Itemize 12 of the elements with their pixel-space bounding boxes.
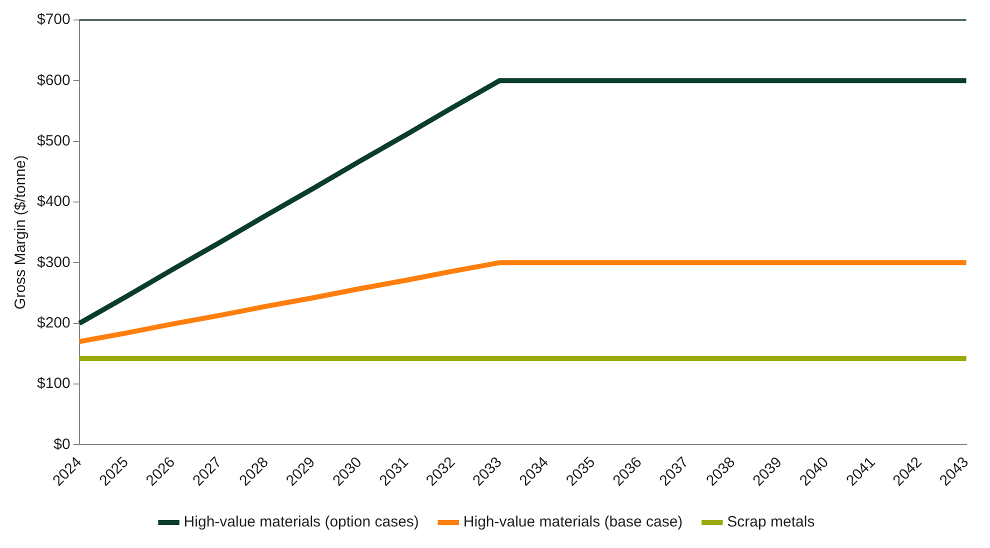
y-tick-label: $0 bbox=[54, 436, 70, 453]
legend-label: Scrap metals bbox=[727, 514, 815, 531]
legend-label: High-value materials (base case) bbox=[463, 514, 683, 531]
y-tick-label: $300 bbox=[36, 254, 70, 271]
legend-label: High-value materials (option cases) bbox=[184, 514, 419, 531]
y-tick-label: $700 bbox=[36, 11, 70, 28]
y-tick-label: $400 bbox=[36, 193, 70, 210]
y-tick-label: $200 bbox=[36, 314, 70, 332]
y-tick-label: $100 bbox=[36, 375, 70, 392]
y-tick-label: $600 bbox=[36, 72, 70, 89]
y-tick-label: $500 bbox=[36, 132, 70, 150]
y-axis-title: Gross Margin ($/tonne) bbox=[12, 155, 30, 310]
